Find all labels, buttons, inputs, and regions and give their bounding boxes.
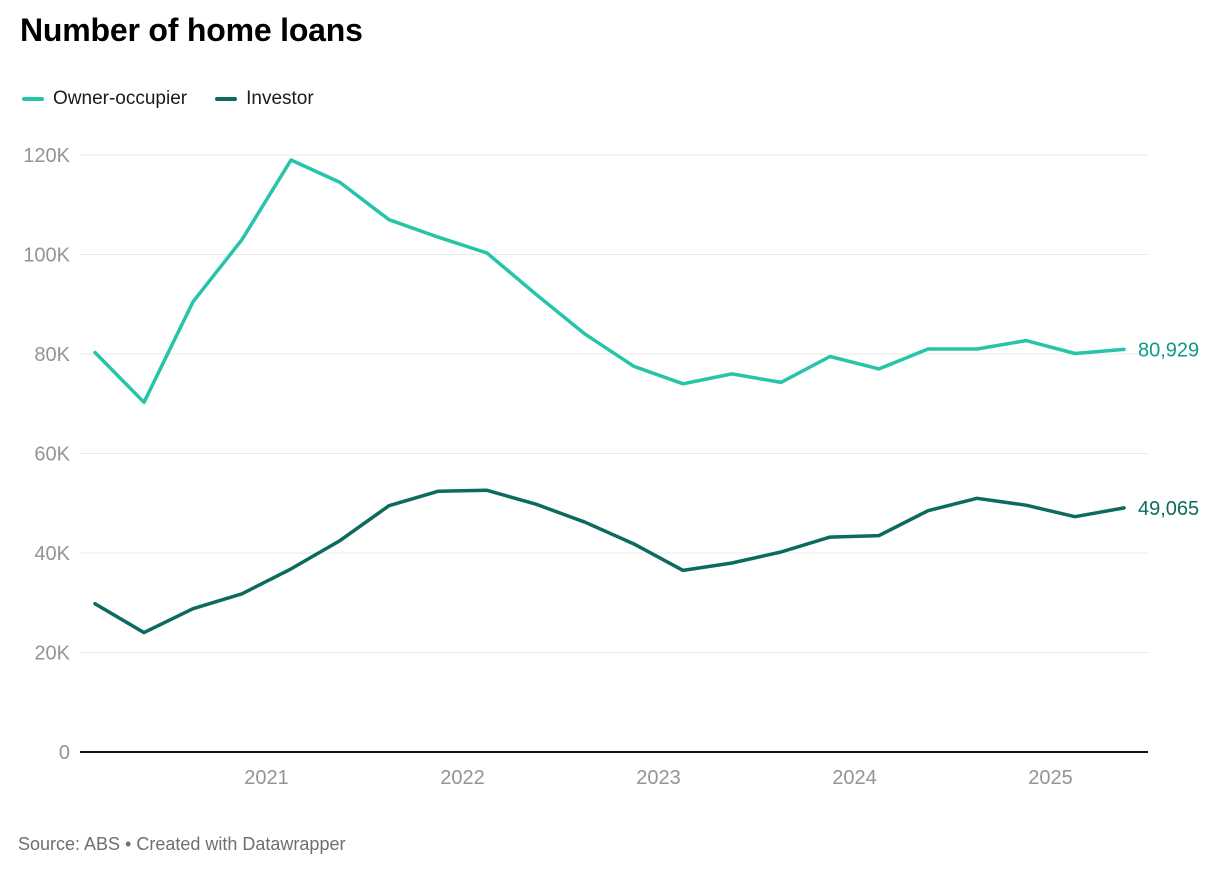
y-tick-label: 80K: [34, 344, 70, 366]
x-tick-label: 2023: [636, 767, 681, 789]
x-tick-label: 2021: [244, 767, 289, 789]
y-tick-label: 100K: [23, 245, 70, 267]
legend-label-investor: Investor: [246, 88, 314, 109]
legend-swatch-owner-occupier: [22, 97, 44, 101]
series-end-value-owner-occupier: 80,929: [1138, 339, 1199, 361]
y-tick-label: 120K: [23, 145, 70, 167]
chart-title: Number of home loans: [20, 12, 363, 48]
x-tick-label: 2024: [832, 767, 877, 789]
legend-item-owner-occupier: Owner-occupier: [22, 88, 187, 110]
source-attribution: Source: ABS • Created with Datawrapper: [18, 834, 346, 854]
legend-item-investor: Investor: [215, 88, 314, 110]
series-line-owner-occupier: [93, 158, 1126, 405]
x-tick-label: 2022: [440, 767, 485, 789]
y-tick-label: 20K: [34, 643, 70, 665]
legend: Owner-occupier Investor: [22, 88, 314, 110]
y-tick-label: 60K: [34, 444, 70, 466]
legend-swatch-investor: [215, 97, 238, 101]
y-tick-label: 40K: [34, 543, 70, 565]
series-end-value-investor: 49,065: [1138, 498, 1199, 520]
series-line-investor: [93, 488, 1126, 635]
legend-label-owner-occupier: Owner-occupier: [53, 88, 188, 109]
y-tick-label: 0: [59, 742, 70, 764]
x-tick-label: 2025: [1028, 767, 1073, 789]
